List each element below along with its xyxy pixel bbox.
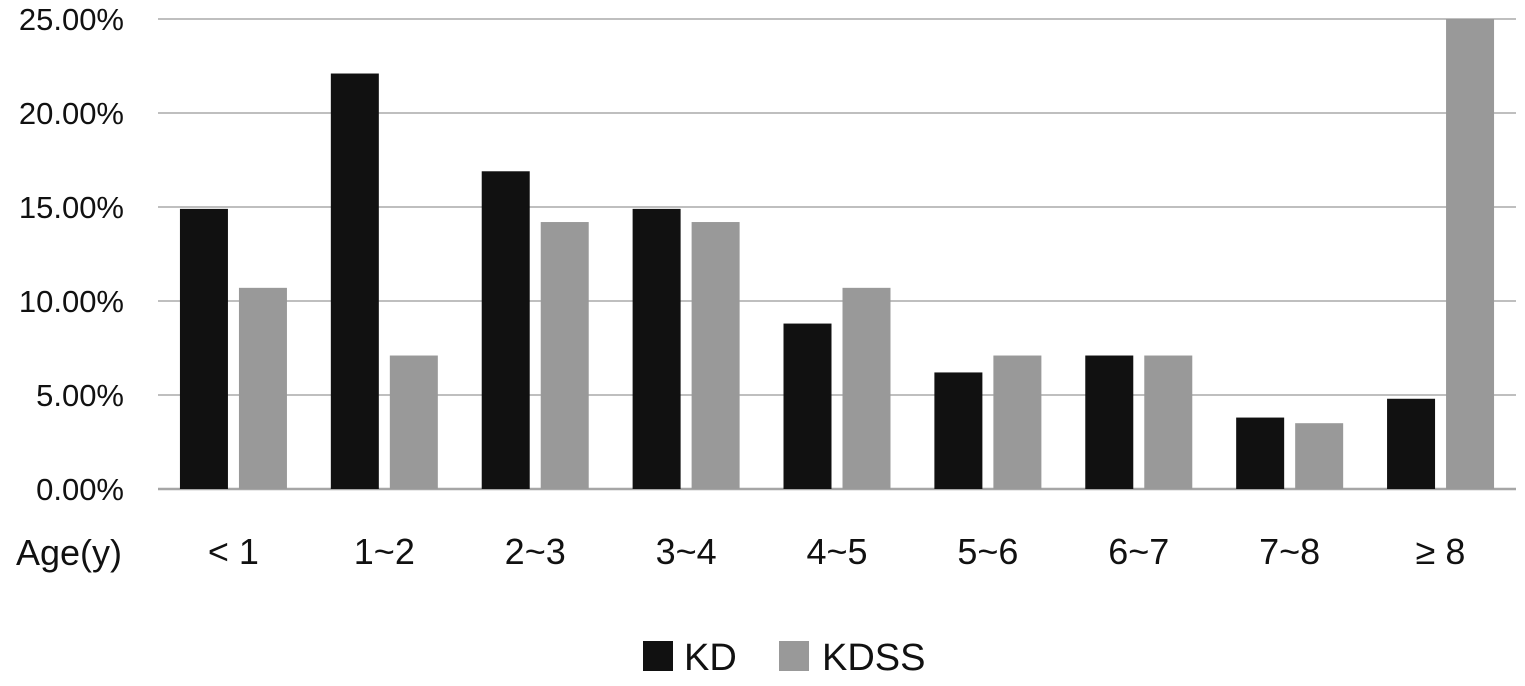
x-axis-tick-labels: < 1 1~2 2~3 3~4 4~5 5~6 6~7 7~8 ≥ 8 bbox=[208, 531, 1466, 572]
bar-kdss-4 bbox=[842, 287, 891, 489]
bar-kdss-5 bbox=[993, 355, 1042, 489]
legend-swatch bbox=[779, 641, 809, 671]
bar-kd-1 bbox=[330, 73, 379, 490]
grid-lines bbox=[158, 18, 1516, 491]
x-tick-label: 6~7 bbox=[1108, 531, 1169, 572]
bar-kd-2 bbox=[481, 171, 530, 489]
legend-item-kd: KD bbox=[643, 637, 737, 679]
legend-label: KDSS bbox=[822, 637, 925, 679]
bar-kdss-0 bbox=[238, 287, 287, 489]
legend-swatch bbox=[643, 641, 673, 671]
y-tick-label: 5.00% bbox=[36, 378, 124, 413]
bar-kdss-7 bbox=[1295, 423, 1344, 489]
bar-kd-5 bbox=[934, 372, 983, 489]
x-tick-label: < 1 bbox=[208, 531, 259, 572]
bar-kd-6 bbox=[1085, 355, 1134, 489]
legend-item-kdss: KDSS bbox=[779, 637, 925, 679]
x-tick-label: ≥ 8 bbox=[1416, 531, 1466, 572]
x-tick-label: 1~2 bbox=[354, 531, 415, 572]
bar-kd-7 bbox=[1236, 417, 1285, 489]
bar-kdss-8 bbox=[1446, 19, 1495, 489]
y-tick-label: 15.00% bbox=[19, 190, 124, 225]
x-tick-label: 7~8 bbox=[1259, 531, 1320, 572]
y-axis-tick-labels: 0.00% 5.00% 10.00% 15.00% 20.00% 25.00% bbox=[19, 2, 124, 507]
bar-kd-8 bbox=[1387, 398, 1436, 489]
x-tick-label: 2~3 bbox=[505, 531, 566, 572]
bar-kd-3 bbox=[632, 208, 681, 489]
y-tick-label: 25.00% bbox=[19, 2, 124, 37]
x-tick-label: 5~6 bbox=[957, 531, 1018, 572]
y-tick-label: 10.00% bbox=[19, 284, 124, 319]
bars bbox=[179, 19, 1495, 490]
x-tick-label: 3~4 bbox=[656, 531, 717, 572]
bar-kd-0 bbox=[179, 208, 228, 489]
bar-kdss-6 bbox=[1144, 355, 1193, 489]
bar-kdss-1 bbox=[389, 355, 438, 489]
bar-kdss-2 bbox=[540, 222, 589, 490]
x-axis-label: Age(y) bbox=[16, 532, 122, 573]
y-tick-label: 0.00% bbox=[36, 472, 124, 507]
legend-label: KD bbox=[684, 637, 737, 679]
y-tick-label: 20.00% bbox=[19, 96, 124, 131]
bar-kd-4 bbox=[783, 323, 832, 489]
legend: KD KDSS bbox=[643, 637, 925, 679]
bar-kdss-3 bbox=[691, 222, 740, 490]
x-tick-label: 4~5 bbox=[806, 531, 867, 572]
